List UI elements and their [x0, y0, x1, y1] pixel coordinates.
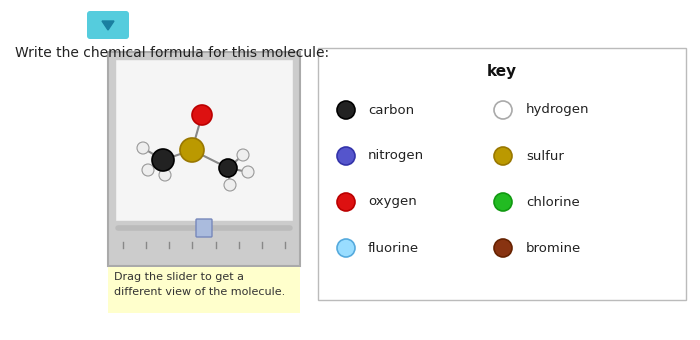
Circle shape: [219, 159, 237, 177]
Text: oxygen: oxygen: [368, 195, 416, 208]
Circle shape: [494, 193, 512, 211]
Text: key: key: [487, 64, 517, 79]
Circle shape: [192, 105, 212, 125]
Circle shape: [494, 239, 512, 257]
Circle shape: [337, 147, 355, 165]
Text: hydrogen: hydrogen: [526, 103, 589, 117]
FancyBboxPatch shape: [108, 52, 300, 266]
Circle shape: [152, 149, 174, 171]
Circle shape: [142, 164, 154, 176]
Circle shape: [224, 179, 236, 191]
Text: sulfur: sulfur: [526, 150, 564, 163]
FancyBboxPatch shape: [318, 48, 686, 300]
FancyBboxPatch shape: [108, 267, 300, 313]
FancyBboxPatch shape: [87, 11, 129, 39]
Text: chlorine: chlorine: [526, 195, 580, 208]
Text: nitrogen: nitrogen: [368, 150, 424, 163]
Circle shape: [337, 239, 355, 257]
Text: carbon: carbon: [368, 103, 414, 117]
Circle shape: [494, 101, 512, 119]
Circle shape: [337, 101, 355, 119]
Circle shape: [159, 169, 171, 181]
Text: bromine: bromine: [526, 241, 581, 255]
Text: Drag the slider to get a
different view of the molecule.: Drag the slider to get a different view …: [114, 272, 286, 297]
Circle shape: [137, 142, 149, 154]
Circle shape: [494, 147, 512, 165]
Text: fluorine: fluorine: [368, 241, 419, 255]
Circle shape: [180, 138, 204, 162]
FancyBboxPatch shape: [196, 219, 212, 237]
Circle shape: [337, 193, 355, 211]
Circle shape: [237, 149, 249, 161]
FancyBboxPatch shape: [115, 59, 293, 221]
Circle shape: [242, 166, 254, 178]
Polygon shape: [102, 21, 114, 30]
Text: Write the chemical formula for this molecule:: Write the chemical formula for this mole…: [15, 46, 329, 60]
